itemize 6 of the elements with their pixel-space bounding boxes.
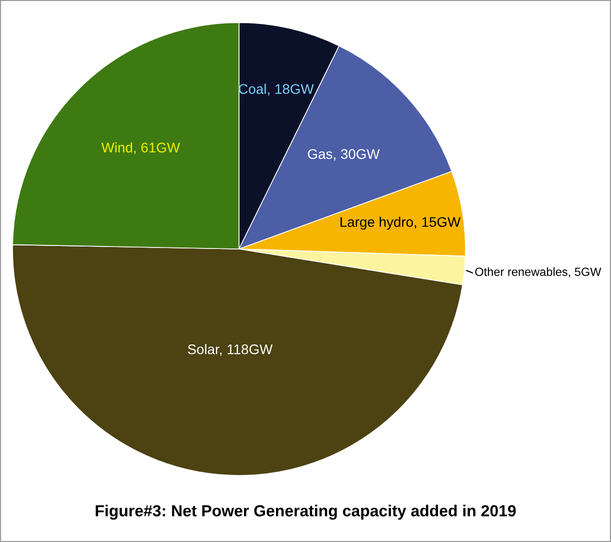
slice-label: Large hydro, 15GW (340, 216, 461, 230)
slice-label: Other renewables, 5GW (475, 267, 602, 278)
slice-label: Wind, 61GW (101, 142, 180, 154)
slice-label: Solar, 118GW (188, 344, 273, 356)
text: Figure#3: Net Power Generating capacity added in 2019 (96, 504, 516, 520)
slice-label: Gas, 30GW (308, 149, 380, 161)
